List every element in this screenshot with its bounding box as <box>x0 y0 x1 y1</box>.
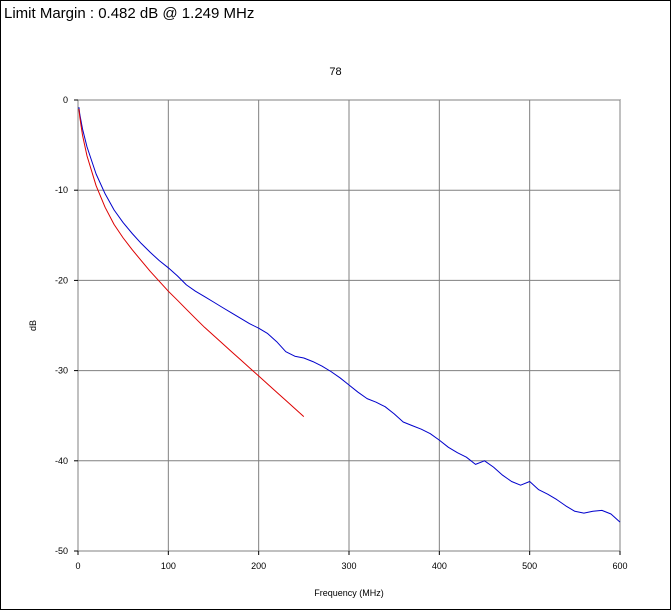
grid-layer <box>77 99 621 552</box>
limit-margin-title: Limit Margin : 0.482 dB @ 1.249 MHz <box>4 5 255 22</box>
x-tick-label: 200 <box>251 561 266 571</box>
y-tick-label: -10 <box>55 185 68 195</box>
measured-series-line <box>78 107 621 523</box>
y-tick-label: -50 <box>55 546 68 556</box>
y-tick-label: 0 <box>63 95 68 105</box>
x-tick-label: 300 <box>341 561 356 571</box>
chart-title: 78 <box>329 66 342 78</box>
x-axis-label: Frequency (MHz) <box>314 588 384 598</box>
x-tick-label: 400 <box>432 561 447 571</box>
tick-layer: 0 100 200 300 400 500 600 0 -10 -20 -30 -40 -50 <box>55 95 628 571</box>
limit-series-line <box>78 108 305 417</box>
x-tick-label: 600 <box>612 561 627 571</box>
y-axis-label: dB <box>28 320 38 331</box>
y-tick-label: -20 <box>55 275 68 285</box>
series-layer <box>78 107 621 523</box>
x-tick-label: 100 <box>161 561 176 571</box>
x-tick-label: 0 <box>75 561 80 571</box>
y-tick-label: -30 <box>55 366 68 376</box>
x-tick-label: 500 <box>522 561 537 571</box>
y-tick-label: -40 <box>55 456 68 466</box>
